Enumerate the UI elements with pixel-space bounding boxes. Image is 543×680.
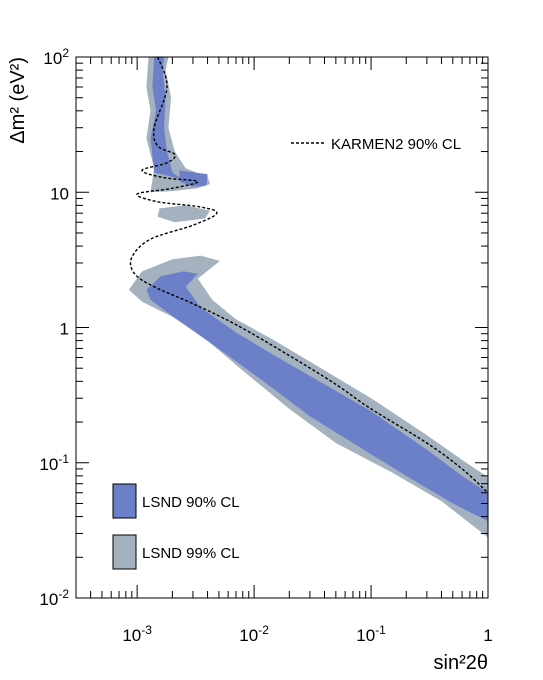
x-tick-label: 10-2	[239, 623, 269, 645]
legend-label-lsnd90: LSND 90% CL	[142, 494, 240, 511]
x-tick-label: 1	[483, 626, 492, 645]
y-tick-label: 102	[43, 46, 69, 68]
region-lsnd90-part-1	[150, 57, 182, 180]
y-axis-title: Δm² (eV²)	[7, 57, 29, 144]
karmen2-curve	[129, 56, 489, 494]
tick-labels-layer: 10-3 10-2 10-1 1 10-2 10-1 1 10 102	[39, 46, 492, 645]
region-lsnd90-part-3	[146, 271, 488, 522]
region-lsnd99-part-2	[157, 205, 210, 223]
y-tick-label: 10-1	[39, 452, 69, 474]
ticks-layer	[75, 56, 489, 599]
regions-layer	[128, 57, 488, 538]
y-tick-label: 10	[50, 184, 69, 203]
y-tick-label: 10-2	[39, 587, 69, 609]
x-tick-label: 10-1	[356, 623, 386, 645]
x-tick-label: 10-3	[122, 623, 152, 645]
legend-symbol-lsnd99	[112, 534, 137, 570]
legend-symbol-lsnd90	[112, 483, 137, 519]
legend-label-karmen2: KARMEN2 90% CL	[331, 136, 461, 153]
y-tick-label: 1	[60, 320, 69, 339]
legend-label-lsnd99: LSND 99% CL	[142, 545, 240, 562]
x-axis-title: sin²2θ	[434, 652, 488, 674]
lines-layer	[129, 56, 489, 494]
legend: KARMEN2 90% CL LSND 90% CL LSND 99% CL	[112, 136, 461, 570]
region-lsnd90-part-2	[179, 170, 208, 187]
